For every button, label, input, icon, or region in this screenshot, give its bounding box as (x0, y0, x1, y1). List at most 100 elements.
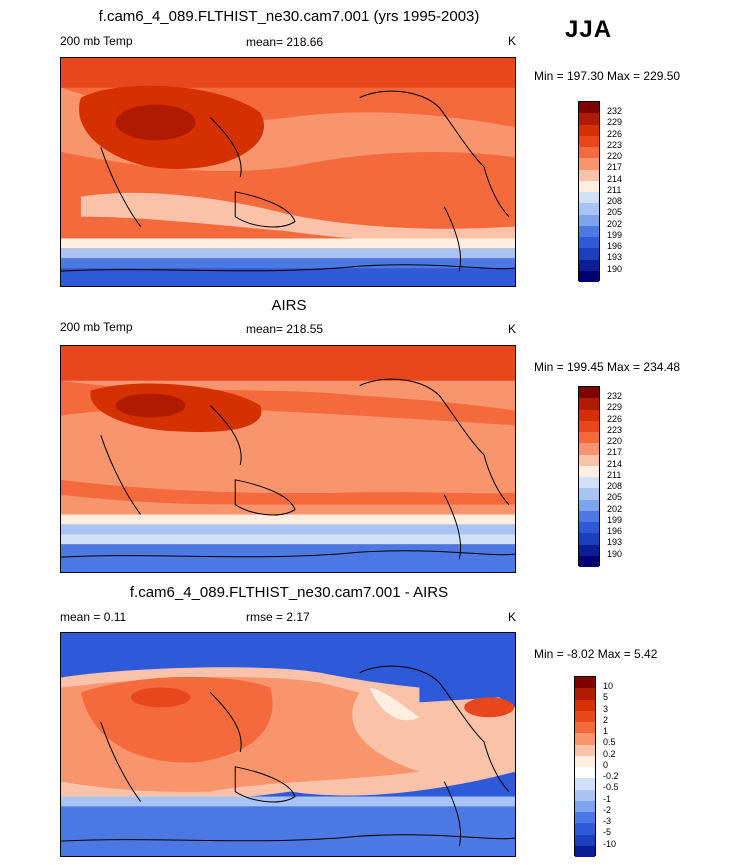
colorbar-tick: 232 (607, 106, 623, 116)
band-south-blue2 (61, 258, 515, 269)
rmse-label: rmse = 2.17 (246, 610, 310, 624)
colorbar-tick: 208 (607, 481, 623, 491)
band-south-blue2 (61, 534, 515, 545)
band-south-blue1 (61, 524, 515, 535)
band-south-blue2 (61, 806, 515, 856)
minmax-label: Min = 199.45 Max = 234.48 (534, 360, 681, 374)
band-north (61, 346, 515, 381)
colorbar-tick: 208 (607, 196, 623, 206)
australia-coast (234, 479, 296, 516)
panel-title: f.cam6_4_089.FLTHIST_ne30.cam7.001 - AIR… (129, 584, 449, 601)
warm-pacific-region (80, 676, 273, 763)
max-region-1 (130, 687, 191, 708)
max-region (115, 104, 196, 141)
colorbar-tick: -5 (603, 827, 612, 837)
coastlines (61, 378, 515, 560)
south-america-coast (443, 494, 462, 560)
colorbar-tick: 232 (607, 391, 623, 401)
colorbar-tick: 220 (607, 436, 623, 446)
minmax-label: Min = -8.02 Max = 5.42 (534, 647, 658, 661)
mean-label: mean= 218.66 (246, 35, 324, 49)
south-america-coast (443, 206, 462, 272)
band-north (61, 58, 515, 88)
colorbar-tick: 229 (607, 402, 623, 412)
temperature-field-map (61, 58, 515, 286)
map-plot (60, 57, 516, 287)
colorbar: 232 229 226 223 220 217 214 211 208 205 … (578, 101, 638, 282)
colorbar-tick: 202 (607, 504, 623, 514)
colorbar-tick: 211 (607, 470, 622, 480)
colorbar-tick: 205 (607, 207, 623, 217)
band-south-blue1 (61, 796, 515, 807)
colorbar-tick: 1 (603, 726, 609, 736)
colorbar-tick: 214 (607, 459, 623, 469)
colorbar-tick: 217 (607, 447, 623, 457)
colorbar-tick: 0 (603, 760, 609, 770)
band-south-warm (61, 479, 515, 505)
colorbar-tick: 193 (607, 252, 623, 262)
colorbar-tick: 202 (607, 219, 623, 229)
max-region (115, 393, 186, 418)
colorbar: 232 229 226 223 220 217 214 211 208 205 … (578, 386, 638, 567)
panel-title: f.cam6_4_089.FLTHIST_ne30.cam7.001 (yrs … (98, 8, 480, 25)
colorbar-swatches (578, 101, 600, 282)
colorbar-tick: 220 (607, 151, 623, 161)
colorbar-tick: 2 (603, 715, 609, 725)
band-south-blue3 (61, 268, 515, 286)
panel-title: AIRS (271, 297, 307, 314)
americas-coast (359, 90, 510, 217)
colorbar-tick: 0.2 (603, 749, 616, 759)
colorbar-tick: 211 (607, 185, 622, 195)
colorbar-tick: 214 (607, 174, 623, 184)
colorbar-tick: 199 (607, 230, 623, 240)
band-south-light (61, 238, 515, 249)
band-south-mid (80, 192, 515, 243)
coastlines (61, 90, 515, 272)
colorbar-tick: 3 (603, 704, 609, 714)
colorbar-tick: 196 (607, 526, 623, 536)
africa-coast (100, 722, 142, 802)
africa-coast (100, 435, 142, 515)
australia-coast (234, 766, 296, 803)
colorbar-tick: 196 (607, 241, 623, 251)
asia-coast (209, 117, 242, 178)
band-south-light (61, 514, 515, 525)
mean-label: mean= 218.55 (246, 322, 324, 336)
colorbar-tick: 226 (607, 414, 623, 424)
season-label: JJA (565, 16, 613, 43)
units-label: K (508, 610, 517, 624)
units-label: K (508, 322, 517, 336)
map-plot (60, 632, 516, 857)
africa-coast (100, 147, 142, 227)
variable-label: 200 mb Temp (60, 320, 133, 334)
colorbar-swatches (574, 676, 596, 857)
americas-coast (359, 378, 510, 505)
colorbar-tick: -0.5 (603, 782, 619, 792)
colorbar-tick: -0.2 (603, 771, 619, 781)
temperature-field-map (61, 346, 515, 572)
coastlines (61, 665, 515, 847)
mean-label: mean = 0.11 (60, 610, 127, 624)
units-label: K (508, 34, 517, 48)
variable-label: 200 mb Temp (60, 34, 133, 48)
asia-coast (209, 405, 242, 466)
colorbar-tick: 217 (607, 162, 623, 172)
colorbar-swatches (578, 386, 600, 567)
colorbar-tick: 199 (607, 515, 623, 525)
colorbar-tick: -10 (603, 839, 617, 849)
band-south-blue3 (61, 544, 515, 572)
antarctica-coast (61, 834, 515, 842)
colorbar-tick: 0.5 (603, 737, 616, 747)
colorbar-tick: 223 (607, 140, 623, 150)
colorbar-tick: 190 (607, 549, 623, 559)
colorbar: 10 5 3 2 1 0.5 0.2 0 -0.2 -0.5 -1 -2 -3 … (574, 676, 634, 857)
colorbar-tick: 193 (607, 537, 623, 547)
australia-coast (234, 191, 296, 228)
asia-coast (209, 692, 242, 753)
difference-field-map (61, 633, 515, 856)
colorbar-tick: 229 (607, 117, 623, 127)
colorbar-tick: 226 (607, 129, 623, 139)
antarctica-coast (61, 264, 515, 272)
max-region-2 (464, 697, 515, 718)
colorbar-tick: -1 (603, 794, 612, 804)
